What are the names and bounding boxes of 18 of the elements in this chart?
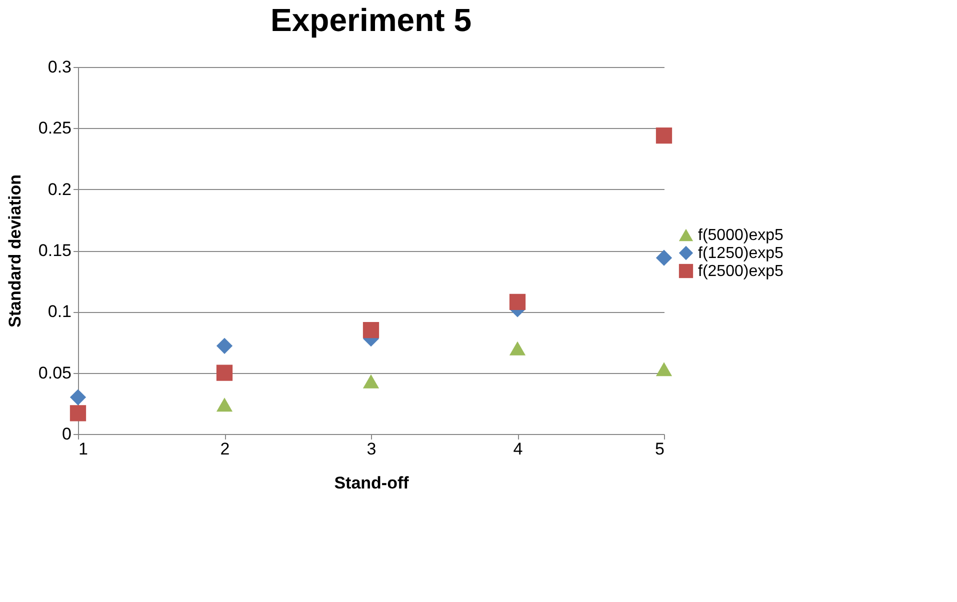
y-tick-label: 0.25 bbox=[38, 118, 72, 138]
y-tick-label: 0.3 bbox=[48, 58, 72, 76]
legend-label: f(1250)exp5 bbox=[698, 245, 784, 262]
y-tick-label: 0.15 bbox=[38, 241, 72, 260]
x-tick-label: 3 bbox=[366, 440, 376, 458]
y-tick-label: 0.1 bbox=[48, 302, 72, 322]
x-tick-label: 5 bbox=[655, 440, 664, 458]
x-tick-label: 1 bbox=[78, 440, 88, 458]
legend-label: f(5000)exp5 bbox=[698, 227, 784, 244]
y-tick-label: 0.05 bbox=[38, 363, 72, 382]
x-tick-label: 2 bbox=[220, 440, 230, 458]
x-tick-label: 4 bbox=[513, 440, 523, 458]
y-tick-label: 0.2 bbox=[48, 180, 72, 199]
chart-title: Experiment 5 bbox=[270, 2, 472, 38]
y-axis-title: Standard deviation bbox=[5, 174, 24, 328]
x-axis-title: Stand-off bbox=[334, 474, 410, 492]
legend-label: f(2500)exp5 bbox=[698, 263, 784, 280]
y-tick-label: 0 bbox=[62, 424, 72, 444]
